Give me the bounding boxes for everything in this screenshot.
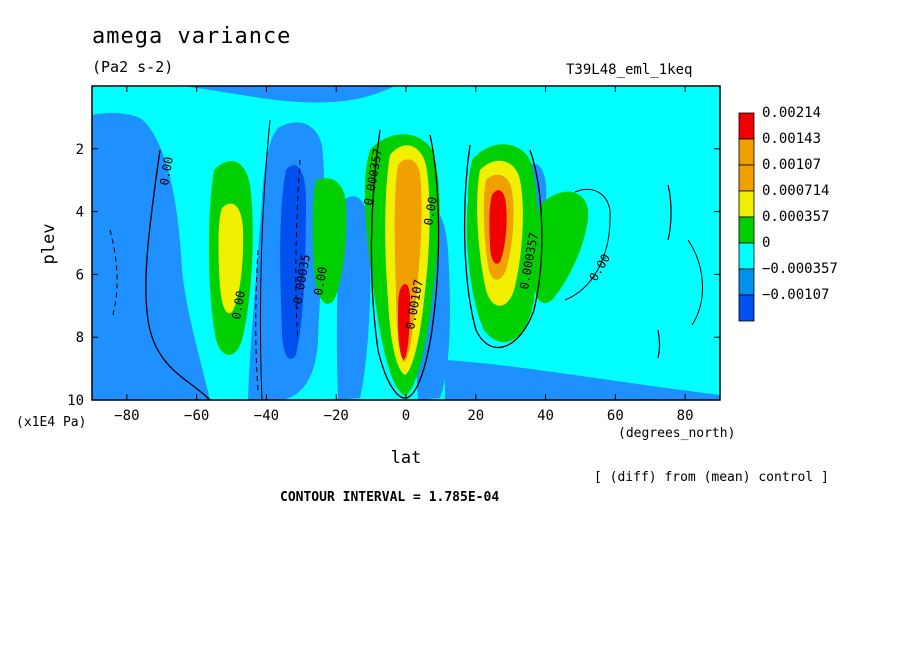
legend-swatch — [738, 190, 755, 218]
contour-line — [259, 119, 271, 400]
x-axis-title: lat — [391, 448, 422, 468]
contour-line — [463, 144, 543, 348]
contour-line-dashed — [109, 229, 118, 319]
pos-region-40n — [533, 191, 589, 304]
x-tick-label: −40 — [254, 408, 279, 424]
contour-line-dashed — [295, 159, 301, 341]
y-tick-label: 10 — [67, 393, 84, 409]
x-axis: −80 −60 −40 −20 0 20 40 60 80 — [114, 86, 694, 424]
contour-label: 0.00 — [421, 196, 440, 227]
contour-interval: CONTOUR INTERVAL = 1.785E-04 — [280, 490, 500, 505]
y-tick-label: 4 — [76, 205, 84, 221]
legend-swatch — [738, 268, 755, 296]
contour-line — [687, 239, 703, 326]
y-axis: 2 4 6 8 10 — [67, 142, 720, 409]
legend-swatch — [738, 242, 755, 270]
pos-region-25s — [312, 178, 347, 304]
neg-region-bottom-north — [445, 360, 720, 400]
plot-area: 0.00 0.00 -0.00035 0.00 0.000357 0.00107… — [92, 86, 720, 400]
chart-units: (Pa2 s-2) — [92, 58, 174, 76]
legend-swatch — [738, 164, 755, 192]
contour-label: 0.00 — [229, 290, 248, 321]
x-tick-label: −80 — [114, 408, 139, 424]
x-tick-label: 40 — [537, 408, 554, 424]
pos-red-25n — [489, 190, 507, 264]
y-axis-title: plev — [39, 224, 59, 265]
contour-line — [564, 188, 611, 301]
legend-label: 0.00107 — [762, 157, 821, 173]
x-axis-units: (degrees_north) — [618, 426, 736, 441]
diff-note: [ (diff) from (mean) control ] — [594, 470, 829, 485]
legend-swatch — [738, 138, 755, 166]
pos-yellow-50s — [218, 203, 244, 314]
legend-label: 0 — [762, 235, 770, 251]
neg-region-top — [180, 86, 395, 103]
x-tick-label: 80 — [677, 408, 694, 424]
x-tick-label: −60 — [184, 408, 209, 424]
contour-label: 0.00 — [157, 156, 176, 187]
chart-title: amega variance — [92, 24, 292, 49]
legend-label: 0.000357 — [762, 209, 829, 225]
y-tick-label: 8 — [76, 330, 84, 346]
pos-red-equator — [398, 284, 410, 360]
contour-line — [667, 184, 672, 241]
y-axis-units: (x1E4 Pa) — [16, 415, 87, 430]
contour-line — [145, 149, 211, 400]
neg-region-south — [92, 113, 210, 400]
contour-line — [370, 129, 440, 399]
legend-label: 0.000714 — [762, 183, 829, 199]
x-tick-label: 20 — [467, 408, 484, 424]
legend-label: −0.000357 — [762, 261, 838, 277]
contour-line-dashed — [255, 249, 259, 391]
legend-label: 0.00214 — [762, 105, 821, 121]
legend-label: 0.00143 — [762, 131, 821, 147]
run-name: T39L48_eml_1keq — [566, 62, 693, 78]
contour-label: 0.00 — [311, 266, 330, 297]
color-legend: 0.00214 0.00143 0.00107 0.000714 0.000357 0 −0… — [738, 105, 838, 322]
x-tick-label: −20 — [324, 408, 349, 424]
neg-deep-40s — [280, 165, 306, 359]
legend-swatch — [738, 294, 755, 322]
x-tick-label: 60 — [607, 408, 624, 424]
contour-line — [657, 329, 661, 359]
x-tick-label: 0 — [402, 408, 410, 424]
legend-swatch — [738, 112, 755, 140]
legend-swatch — [738, 216, 755, 244]
neg-region-10s — [336, 196, 371, 400]
y-tick-label: 6 — [76, 267, 84, 283]
y-tick-label: 2 — [76, 142, 84, 158]
legend-label: −0.00107 — [762, 287, 829, 303]
